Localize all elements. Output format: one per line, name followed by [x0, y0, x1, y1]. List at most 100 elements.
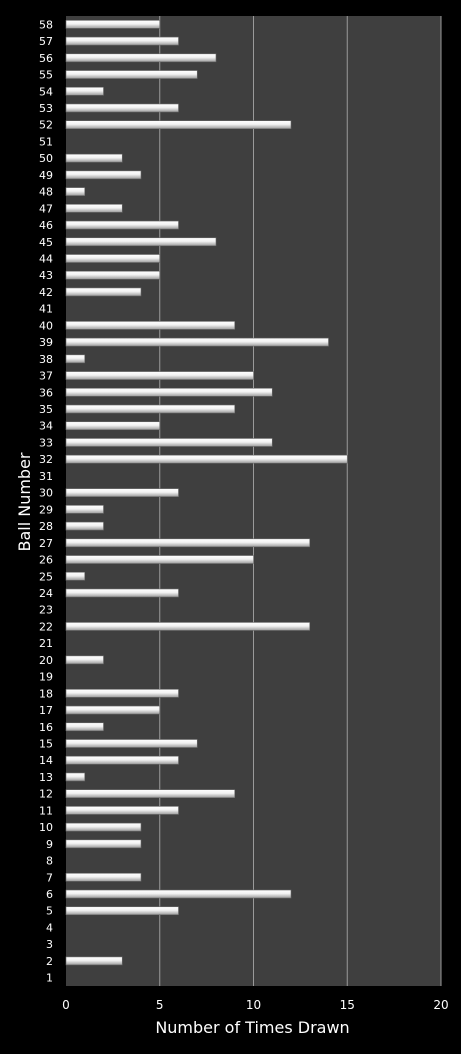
y-tick-label-49: 49: [39, 169, 53, 182]
bar-ball-29: [65, 505, 104, 514]
y-tick-label-44: 44: [39, 253, 53, 266]
y-tick-label-17: 17: [39, 704, 53, 717]
y-tick-label-25: 25: [39, 570, 53, 583]
y-tick-label-54: 54: [39, 85, 53, 98]
y-tick-label-11: 11: [39, 804, 53, 817]
y-tick-label-10: 10: [39, 821, 53, 834]
bar-ball-55: [65, 70, 198, 79]
y-tick-label-13: 13: [39, 771, 53, 784]
y-axis-title: Ball Number: [15, 452, 34, 551]
x-tick-label-20: 20: [433, 998, 448, 1012]
y-tick-label-8: 8: [46, 855, 53, 868]
y-tick-label-26: 26: [39, 554, 53, 567]
bar-ball-9: [65, 839, 142, 849]
bar-ball-6: [65, 889, 292, 899]
y-tick-label-35: 35: [39, 403, 53, 416]
bar-ball-12: [65, 789, 236, 798]
bar-ball-35: [65, 404, 236, 414]
y-tick-label-27: 27: [39, 537, 53, 550]
bar-ball-13: [65, 772, 86, 782]
gridlines: [159, 16, 442, 986]
y-tick-label-5: 5: [46, 905, 53, 918]
y-tick-label-51: 51: [39, 135, 53, 148]
x-tick-label-10: 10: [246, 998, 261, 1012]
x-tick-label-15: 15: [340, 998, 355, 1012]
bar-ball-47: [65, 204, 123, 213]
y-tick-label-28: 28: [39, 520, 53, 533]
y-tick-label-34: 34: [39, 420, 53, 433]
bar-ball-7: [65, 872, 142, 882]
y-tick-label-3: 3: [46, 938, 53, 951]
bars: [65, 20, 348, 966]
y-tick-label-14: 14: [39, 754, 53, 767]
bar-ball-25: [65, 571, 86, 581]
y-tick-label-46: 46: [39, 219, 53, 232]
y-tick-label-22: 22: [39, 620, 53, 633]
x-tick-label-0: 0: [62, 998, 70, 1012]
bar-ball-18: [65, 689, 179, 698]
y-tick-label-43: 43: [39, 269, 53, 282]
bar-ball-50: [65, 153, 123, 163]
bar-ball-38: [65, 354, 86, 364]
y-tick-label-57: 57: [39, 35, 53, 48]
bar-ball-46: [65, 220, 179, 230]
bar-ball-17: [65, 705, 161, 715]
y-tick-label-42: 42: [39, 286, 53, 299]
bar-ball-56: [65, 53, 217, 63]
y-tick-label-55: 55: [39, 69, 53, 82]
bar-ball-57: [65, 36, 179, 46]
bar-ball-26: [65, 555, 254, 564]
y-tick-label-58: 58: [39, 18, 53, 31]
bar-ball-15: [65, 739, 198, 748]
y-tick-label-53: 53: [39, 102, 53, 115]
bar-ball-30: [65, 488, 179, 497]
bar-ball-11: [65, 806, 179, 815]
y-tick-label-41: 41: [39, 303, 53, 316]
y-tick-label-4: 4: [46, 921, 53, 934]
x-tick-labels: 0 5 10 15 20: [62, 998, 448, 1012]
y-tick-label-31: 31: [39, 470, 53, 483]
y-tick-label-19: 19: [39, 671, 53, 684]
bar-ball-52: [65, 120, 292, 130]
y-tick-label-33: 33: [39, 436, 53, 449]
y-tick-label-1: 1: [46, 972, 53, 985]
y-tick-label-12: 12: [39, 788, 53, 801]
bar-ball-34: [65, 421, 161, 431]
bar-ball-40: [65, 321, 236, 330]
bar-ball-49: [65, 170, 142, 180]
bar-ball-20: [65, 655, 104, 665]
y-tick-label-39: 39: [39, 336, 53, 349]
y-tick-label-37: 37: [39, 370, 53, 383]
bar-ball-14: [65, 755, 179, 765]
y-tick-label-38: 38: [39, 353, 53, 366]
bar-ball-48: [65, 187, 86, 196]
y-tick-label-15: 15: [39, 738, 53, 751]
y-tick-label-52: 52: [39, 119, 53, 132]
bar-ball-42: [65, 287, 142, 297]
bar-ball-10: [65, 822, 142, 832]
bar-ball-28: [65, 521, 104, 531]
y-tick-label-24: 24: [39, 587, 53, 600]
bar-ball-54: [65, 86, 104, 96]
bar-ball-32: [65, 454, 348, 464]
y-tick-label-9: 9: [46, 838, 53, 851]
bar-ball-39: [65, 337, 329, 347]
x-tick-label-5: 5: [156, 998, 164, 1012]
bar-ball-5: [65, 906, 179, 916]
bar-ball-2: [65, 956, 123, 966]
bar-ball-58: [65, 20, 161, 29]
y-tick-label-21: 21: [39, 637, 53, 650]
bar-ball-37: [65, 371, 254, 380]
y-tick-label-48: 48: [39, 186, 53, 199]
bar-ball-16: [65, 722, 104, 732]
bar-ball-27: [65, 538, 311, 548]
bar-ball-44: [65, 254, 161, 263]
y-tick-label-40: 40: [39, 319, 53, 332]
y-tick-label-18: 18: [39, 687, 53, 700]
bar-ball-45: [65, 237, 217, 247]
bar-ball-24: [65, 588, 179, 598]
bar-ball-36: [65, 387, 273, 397]
y-tick-label-20: 20: [39, 654, 53, 667]
